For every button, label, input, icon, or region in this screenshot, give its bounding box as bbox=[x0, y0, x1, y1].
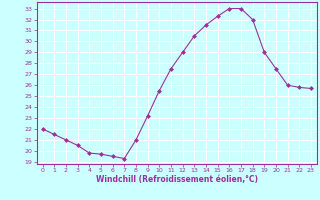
X-axis label: Windchill (Refroidissement éolien,°C): Windchill (Refroidissement éolien,°C) bbox=[96, 175, 258, 184]
